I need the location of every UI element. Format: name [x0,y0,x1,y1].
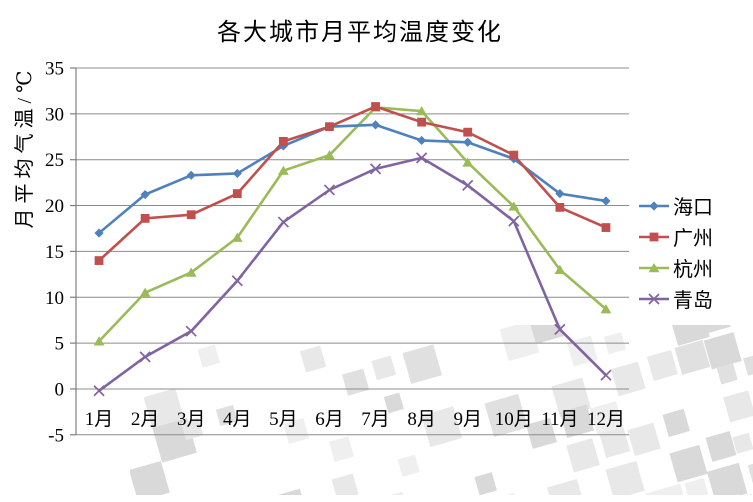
y-tick-label: 20 [45,196,64,217]
x-tick-label: 6月 [315,409,344,430]
series-marker-diamond [555,189,565,199]
series-marker-triangle [508,201,520,211]
legend-marker-square-icon [639,232,669,241]
y-tick-label: 30 [45,104,64,125]
series-marker-square [94,256,104,265]
series-marker-square [371,102,380,111]
series-marker-square [186,210,196,220]
series-marker-x [231,275,243,287]
series-marker-square [232,189,242,199]
chart-legend: 海口 广州 杭州 青岛 [638,190,713,314]
x-tick-label: 2月 [131,409,160,430]
series-marker-triangle [416,106,428,116]
chart-title: 各大城市月平均温度变化 [217,20,503,46]
series-marker-diamond [94,228,104,238]
y-tick-label: 15 [45,242,64,263]
legend-marker-x-icon [639,292,669,305]
series-4 [93,152,612,397]
x-tick-label: 7月 [361,409,390,430]
series-marker-triangle [554,264,566,274]
series-marker-square [417,117,427,127]
legend-label: 青岛 [673,290,713,312]
y-tick-label: -5 [48,425,64,446]
x-tick-label: 9月 [453,409,482,430]
series-3 [93,102,612,346]
series-marker-triangle [93,336,105,346]
series-marker-diamond [186,170,196,180]
x-tick-label: 1月 [85,409,114,430]
series-marker-square [463,127,473,137]
series-marker-triangle [185,267,197,277]
series-marker-triangle [600,304,612,314]
series-marker-diamond [649,200,659,211]
y-tick-label: 5 [55,334,65,355]
series-line [98,105,607,262]
series-marker-x [508,215,520,227]
y-axis-title: 月平均气温/℃ [14,65,36,229]
series-2 [94,102,611,265]
series-marker-triangle [648,262,660,272]
legend-item: 青岛 [638,283,713,314]
series-marker-triangle [324,150,335,160]
series-marker-triangle [139,287,151,297]
x-tick-label: 8月 [407,409,436,430]
x-tick-label: 12月 [587,409,625,430]
series-marker-x [139,351,151,363]
series-marker-x [277,216,289,228]
series-marker-x [185,325,197,337]
series-marker-x [93,385,105,397]
series-marker-square [555,202,565,212]
series-marker-diamond [140,189,150,200]
series-marker-square [649,232,659,241]
series-marker-diamond [370,120,381,130]
y-tick-label: 25 [45,150,64,171]
legend-marker-triangle-icon [639,262,669,272]
legend-label: 广州 [673,228,713,250]
legend-label: 杭州 [673,259,713,281]
series-marker-square [601,223,611,232]
x-tick-label: 5月 [269,409,298,430]
x-tick-label: 3月 [177,409,206,430]
series-marker-x [462,179,474,191]
legend-marker-diamond-icon [639,200,669,211]
series-marker-square [509,150,519,160]
series-marker-x [323,184,336,196]
series-marker-square [325,122,334,132]
series-marker-diamond [601,196,611,206]
series-line [98,106,607,343]
series-marker-x [416,152,428,164]
series-marker-x [369,163,382,175]
series-marker-triangle [277,165,289,175]
series-marker-diamond [232,168,242,179]
x-tick-label: 11月 [541,409,578,430]
y-tick-label: 0 [55,379,65,400]
x-tick-label: 4月 [223,409,252,430]
y-tick-label: 35 [45,59,64,80]
x-tick-label: 10月 [495,409,533,430]
legend-item: 广州 [638,221,713,252]
series-marker-triangle [462,157,474,167]
legend-label: 海口 [673,197,713,219]
series-marker-diamond [463,137,473,147]
legend-item: 海口 [638,190,713,221]
series-marker-triangle [231,232,243,242]
series-marker-x [600,369,612,381]
series-marker-x [648,292,660,305]
series-marker-square [140,213,150,223]
legend-item: 杭州 [638,252,713,283]
y-tick-label: 10 [45,288,64,309]
series-marker-square [278,136,288,146]
series-marker-x [554,323,566,335]
series-line [98,156,607,392]
series-marker-diamond [417,135,427,146]
